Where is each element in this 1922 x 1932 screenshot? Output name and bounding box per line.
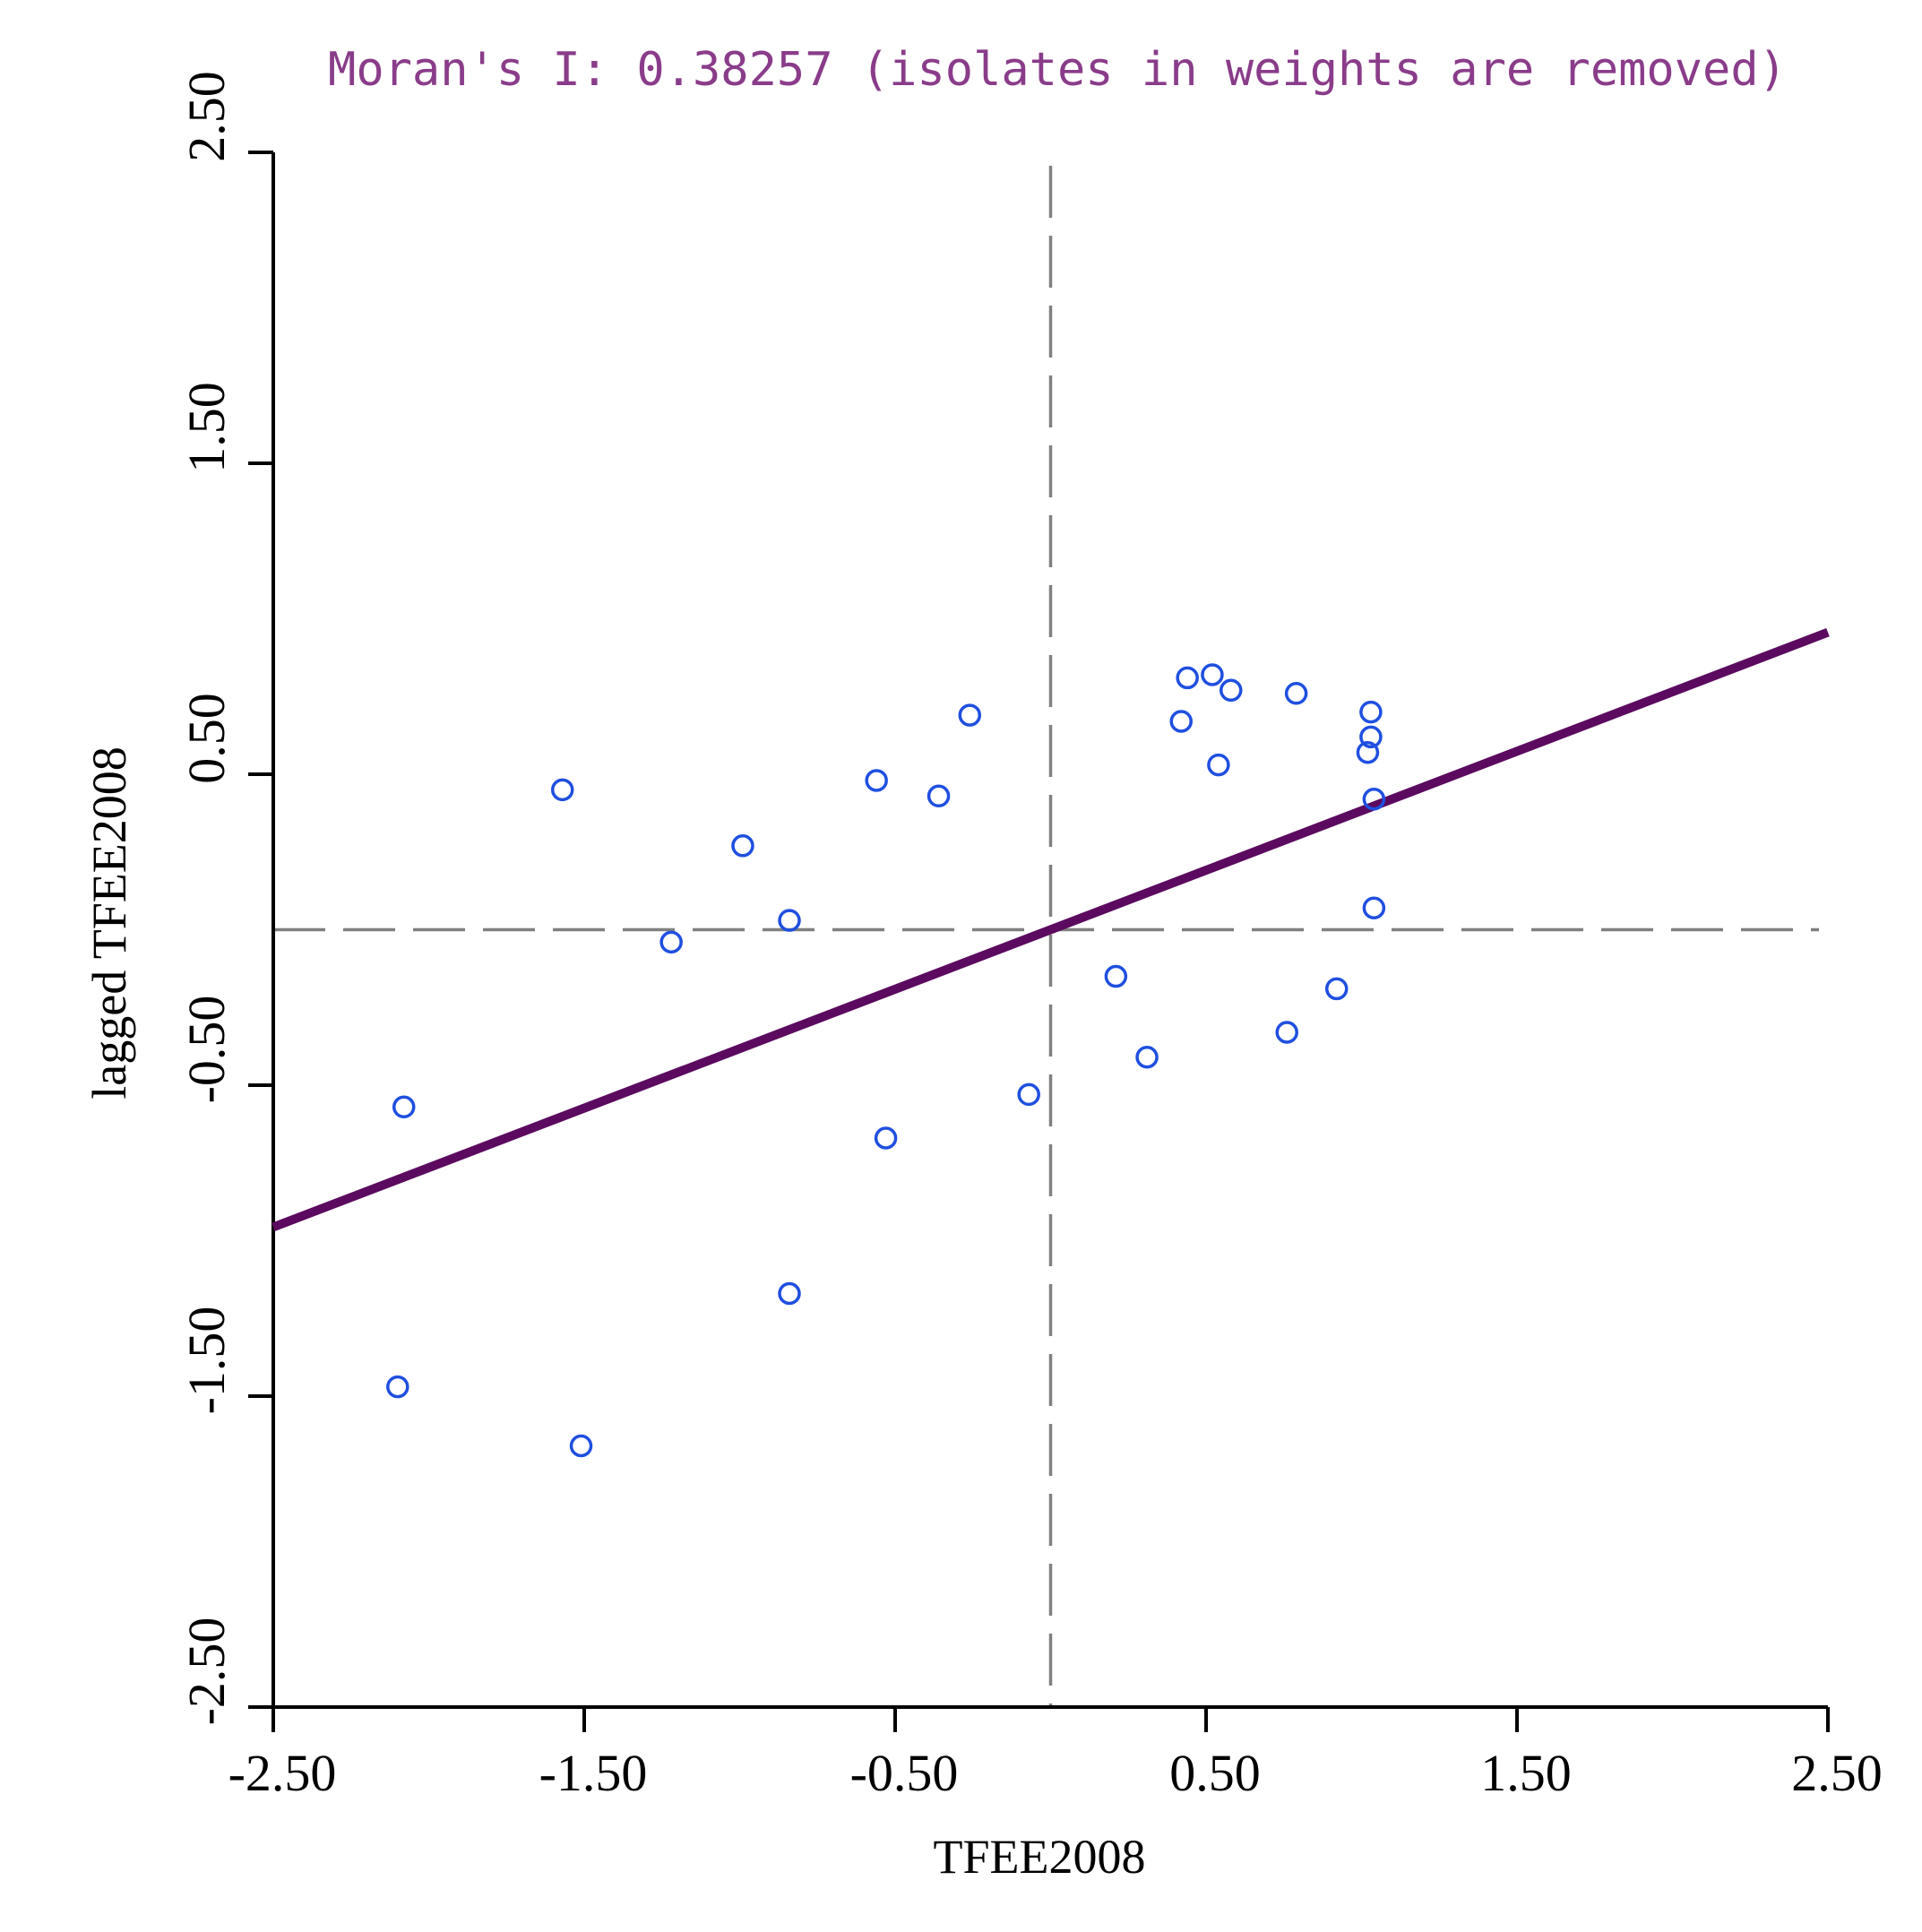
data-point — [569, 1434, 593, 1458]
data-point — [1135, 1046, 1159, 1069]
data-point — [1284, 682, 1308, 705]
data-point — [1275, 1021, 1298, 1044]
x-tick-label: 1.50 — [1480, 1744, 1572, 1802]
data-point — [1356, 740, 1380, 764]
chart-title: Moran's I: 0.38257 (isolates in weights … — [328, 43, 1787, 97]
data-point — [550, 778, 574, 802]
data-point — [1362, 788, 1386, 811]
data-point — [865, 769, 888, 792]
x-axis-title: TFEE2008 — [934, 1830, 1146, 1884]
data-point — [731, 834, 754, 858]
data-point — [874, 1126, 898, 1150]
data-point — [1176, 666, 1199, 690]
data-point — [1324, 977, 1349, 1001]
y-axis-title: lagged TFEE2008 — [82, 746, 136, 1099]
data-point — [1359, 700, 1383, 724]
regression-line — [271, 627, 1830, 1232]
data-point — [392, 1095, 416, 1119]
data-point — [927, 784, 951, 808]
data-point — [1362, 896, 1386, 919]
x-axis-ticks: -2.50 -1.50 -0.50 0.50 1.50 2.50 — [228, 1707, 1883, 1802]
y-tick-label: -2.50 — [177, 1617, 236, 1726]
data-point — [1220, 678, 1243, 703]
data-point — [1169, 710, 1193, 733]
data-point — [958, 703, 982, 727]
x-tick-label: -0.50 — [850, 1744, 959, 1802]
y-tick-label: -1.50 — [177, 1307, 236, 1415]
data-point — [1104, 964, 1128, 988]
data-points — [386, 663, 1386, 1458]
reference-lines — [273, 166, 1819, 1707]
y-tick-label: 1.50 — [177, 382, 236, 473]
data-point — [1359, 725, 1383, 749]
data-point — [778, 909, 801, 932]
x-tick-label: -1.50 — [539, 1744, 648, 1802]
data-point — [1017, 1082, 1040, 1107]
y-tick-label: 2.50 — [177, 71, 236, 162]
y-tick-label: -0.50 — [177, 996, 236, 1104]
data-point — [1207, 753, 1230, 777]
y-tick-label: 0.50 — [177, 693, 236, 784]
regression-line-group — [271, 627, 1830, 1232]
x-tick-label: 0.50 — [1169, 1744, 1261, 1802]
x-tick-label: 2.50 — [1791, 1744, 1883, 1802]
data-point — [659, 930, 683, 954]
data-point — [386, 1375, 409, 1399]
y-axis-ticks: -2.50 -1.50 -0.50 0.50 1.50 2.50 — [177, 71, 273, 1725]
axes — [271, 152, 1828, 1709]
data-point — [778, 1281, 801, 1306]
x-tick-label: -2.50 — [228, 1744, 337, 1802]
data-point — [1201, 663, 1224, 686]
